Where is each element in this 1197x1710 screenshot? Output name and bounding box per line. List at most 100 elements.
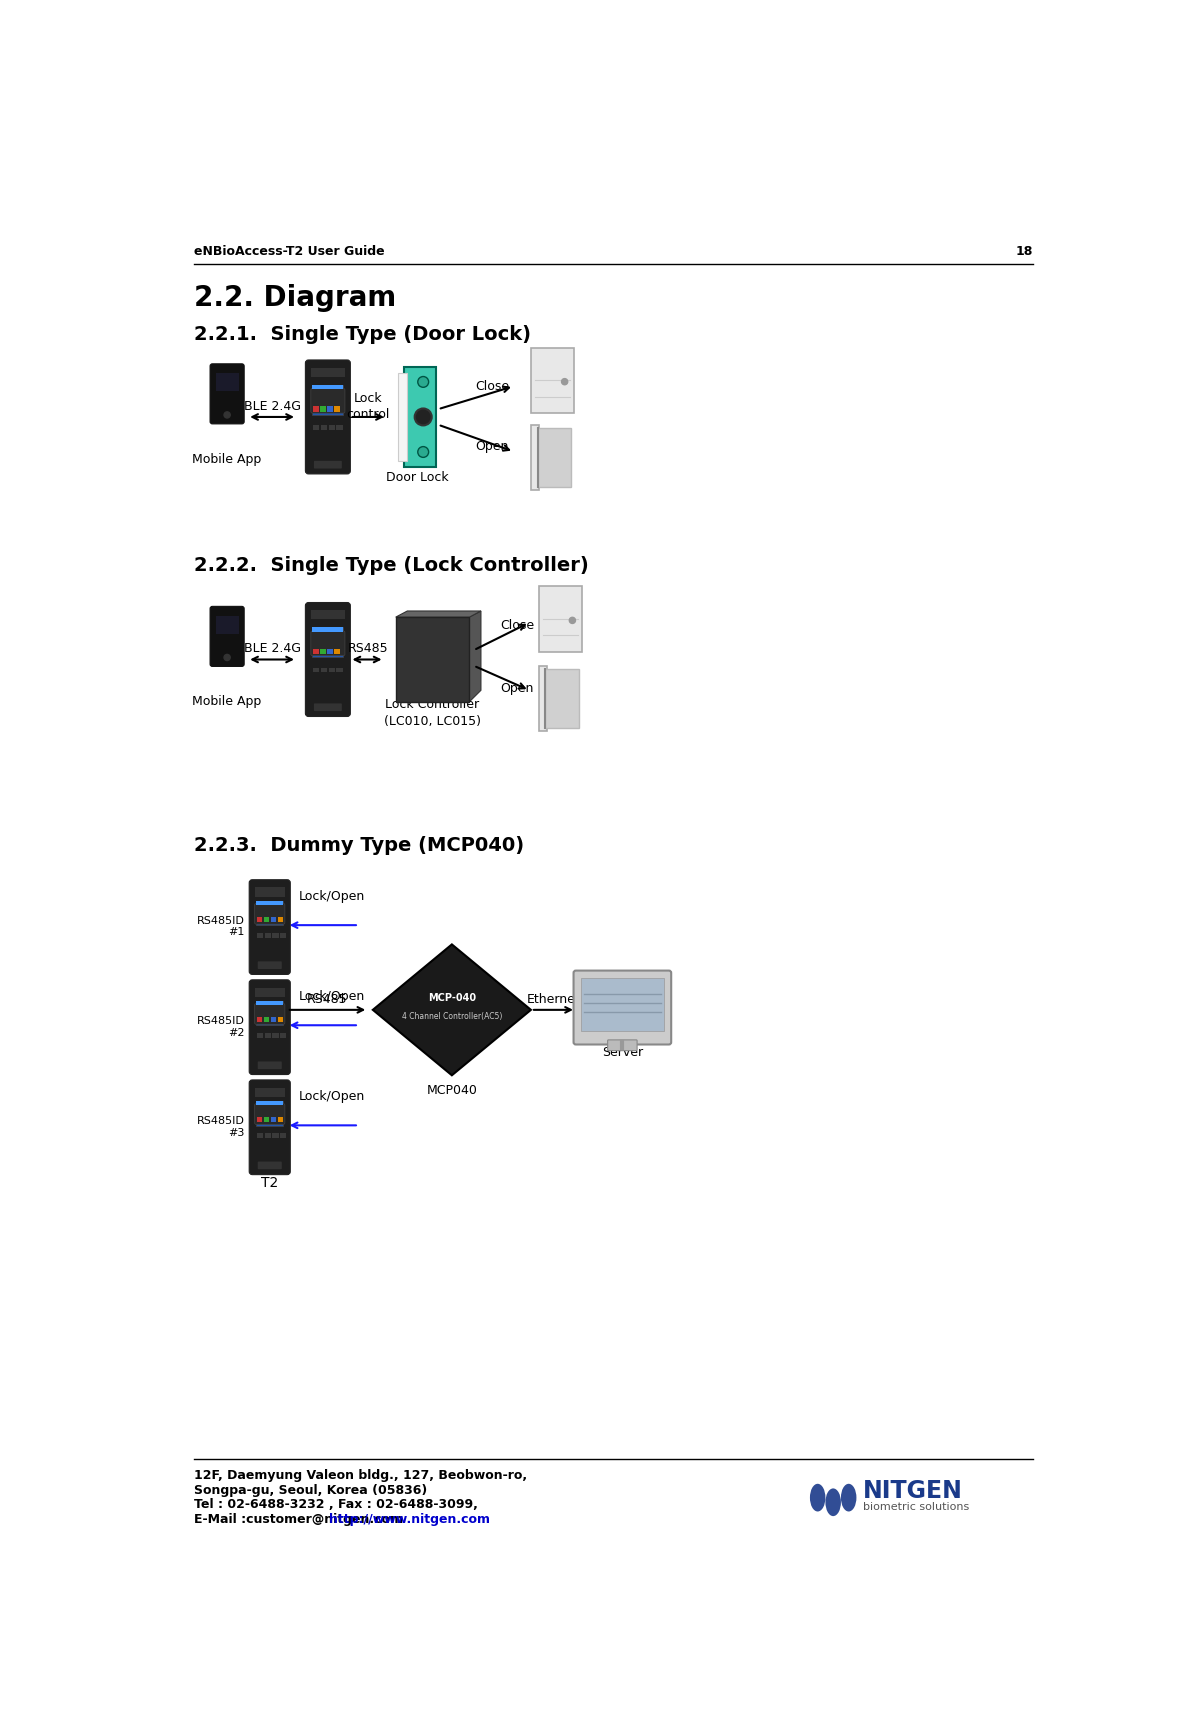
Text: MCP040: MCP040 — [426, 1084, 478, 1098]
FancyBboxPatch shape — [327, 648, 333, 655]
FancyBboxPatch shape — [271, 917, 277, 922]
FancyBboxPatch shape — [265, 934, 271, 937]
FancyBboxPatch shape — [280, 1033, 286, 1038]
Text: RS485ID
#2: RS485ID #2 — [198, 1016, 245, 1038]
FancyBboxPatch shape — [531, 347, 573, 414]
Text: NITGEN: NITGEN — [863, 1479, 962, 1503]
FancyBboxPatch shape — [329, 669, 335, 672]
Circle shape — [418, 412, 429, 422]
FancyBboxPatch shape — [257, 934, 263, 937]
FancyBboxPatch shape — [249, 980, 291, 1074]
FancyBboxPatch shape — [546, 669, 578, 728]
FancyBboxPatch shape — [273, 1134, 279, 1137]
FancyBboxPatch shape — [278, 917, 284, 922]
FancyBboxPatch shape — [215, 616, 238, 634]
FancyBboxPatch shape — [314, 426, 320, 429]
FancyBboxPatch shape — [255, 903, 285, 923]
FancyBboxPatch shape — [257, 1033, 263, 1038]
FancyBboxPatch shape — [321, 426, 327, 429]
Text: 18: 18 — [1016, 245, 1033, 258]
FancyBboxPatch shape — [273, 934, 279, 937]
FancyBboxPatch shape — [608, 1040, 637, 1050]
FancyBboxPatch shape — [257, 961, 281, 970]
Text: BLE 2.4G: BLE 2.4G — [243, 643, 300, 655]
FancyBboxPatch shape — [271, 1117, 277, 1122]
FancyBboxPatch shape — [397, 373, 407, 460]
FancyBboxPatch shape — [273, 1033, 279, 1038]
Text: RS485ID
#1: RS485ID #1 — [198, 917, 245, 937]
Circle shape — [418, 446, 429, 457]
FancyBboxPatch shape — [320, 407, 326, 412]
FancyBboxPatch shape — [321, 669, 327, 672]
Circle shape — [418, 376, 429, 386]
FancyBboxPatch shape — [255, 1103, 285, 1125]
Text: http://www.nitgen.com: http://www.nitgen.com — [329, 1513, 491, 1525]
FancyBboxPatch shape — [327, 407, 333, 412]
FancyBboxPatch shape — [280, 1134, 286, 1137]
Text: Close: Close — [500, 619, 534, 633]
Text: RS485: RS485 — [308, 992, 348, 1005]
FancyBboxPatch shape — [249, 1081, 291, 1175]
FancyBboxPatch shape — [256, 1101, 284, 1105]
FancyBboxPatch shape — [255, 987, 285, 997]
Text: E-Mail :customer@nitgen.com: E-Mail :customer@nitgen.com — [194, 1513, 407, 1525]
FancyBboxPatch shape — [256, 1000, 284, 1026]
Text: Mobile App: Mobile App — [193, 696, 262, 708]
FancyBboxPatch shape — [257, 1134, 263, 1137]
FancyBboxPatch shape — [314, 460, 342, 469]
FancyBboxPatch shape — [312, 385, 344, 390]
Text: 2.2.1.  Single Type (Door Lock): 2.2.1. Single Type (Door Lock) — [194, 325, 530, 344]
FancyBboxPatch shape — [573, 971, 672, 1045]
FancyBboxPatch shape — [314, 648, 318, 655]
FancyBboxPatch shape — [320, 648, 326, 655]
FancyBboxPatch shape — [305, 602, 351, 716]
Text: T2: T2 — [261, 1176, 279, 1190]
FancyBboxPatch shape — [314, 703, 342, 711]
FancyBboxPatch shape — [581, 978, 664, 1031]
Text: biometric solutions: biometric solutions — [863, 1501, 968, 1512]
Text: 2.2. Diagram: 2.2. Diagram — [194, 284, 396, 311]
FancyBboxPatch shape — [265, 1134, 271, 1137]
FancyBboxPatch shape — [257, 917, 262, 922]
FancyBboxPatch shape — [305, 361, 351, 474]
FancyBboxPatch shape — [215, 373, 238, 392]
FancyBboxPatch shape — [257, 1117, 262, 1122]
FancyBboxPatch shape — [312, 628, 344, 657]
Text: 2.2.3.  Dummy Type (MCP040): 2.2.3. Dummy Type (MCP040) — [194, 836, 524, 855]
FancyBboxPatch shape — [278, 1017, 284, 1023]
FancyBboxPatch shape — [263, 1117, 269, 1122]
Text: Lock/Open: Lock/Open — [298, 891, 365, 903]
FancyBboxPatch shape — [312, 385, 344, 416]
FancyBboxPatch shape — [311, 631, 345, 655]
Circle shape — [570, 617, 576, 624]
FancyBboxPatch shape — [255, 887, 285, 896]
Text: MCP-040: MCP-040 — [427, 994, 476, 1004]
Text: Lock
control: Lock control — [346, 392, 390, 421]
Text: eNBioAccess-T2 User Guide: eNBioAccess-T2 User Guide — [194, 245, 384, 258]
FancyBboxPatch shape — [539, 587, 582, 652]
FancyBboxPatch shape — [396, 617, 469, 701]
FancyBboxPatch shape — [256, 1101, 284, 1125]
FancyBboxPatch shape — [257, 1062, 281, 1069]
Circle shape — [224, 412, 230, 417]
FancyBboxPatch shape — [211, 607, 244, 667]
Text: Server: Server — [602, 1047, 643, 1058]
Text: Lock/Open: Lock/Open — [298, 990, 365, 1004]
Text: Door Lock: Door Lock — [385, 470, 449, 484]
Text: 12F, Daemyung Valeon bldg., 127, Beobwon-ro,: 12F, Daemyung Valeon bldg., 127, Beobwon… — [194, 1469, 527, 1483]
Text: RS485: RS485 — [348, 643, 389, 655]
FancyBboxPatch shape — [249, 879, 291, 975]
FancyBboxPatch shape — [311, 388, 345, 414]
Text: Mobile App: Mobile App — [193, 453, 262, 465]
FancyBboxPatch shape — [211, 364, 244, 424]
FancyBboxPatch shape — [539, 665, 547, 732]
FancyBboxPatch shape — [334, 648, 340, 655]
Ellipse shape — [841, 1484, 856, 1512]
FancyBboxPatch shape — [263, 917, 269, 922]
Text: Lock Controller
(LC010, LC015): Lock Controller (LC010, LC015) — [384, 698, 481, 728]
FancyBboxPatch shape — [257, 1017, 262, 1023]
FancyBboxPatch shape — [314, 669, 320, 672]
Circle shape — [561, 378, 567, 385]
FancyBboxPatch shape — [265, 1033, 271, 1038]
Polygon shape — [396, 610, 481, 617]
